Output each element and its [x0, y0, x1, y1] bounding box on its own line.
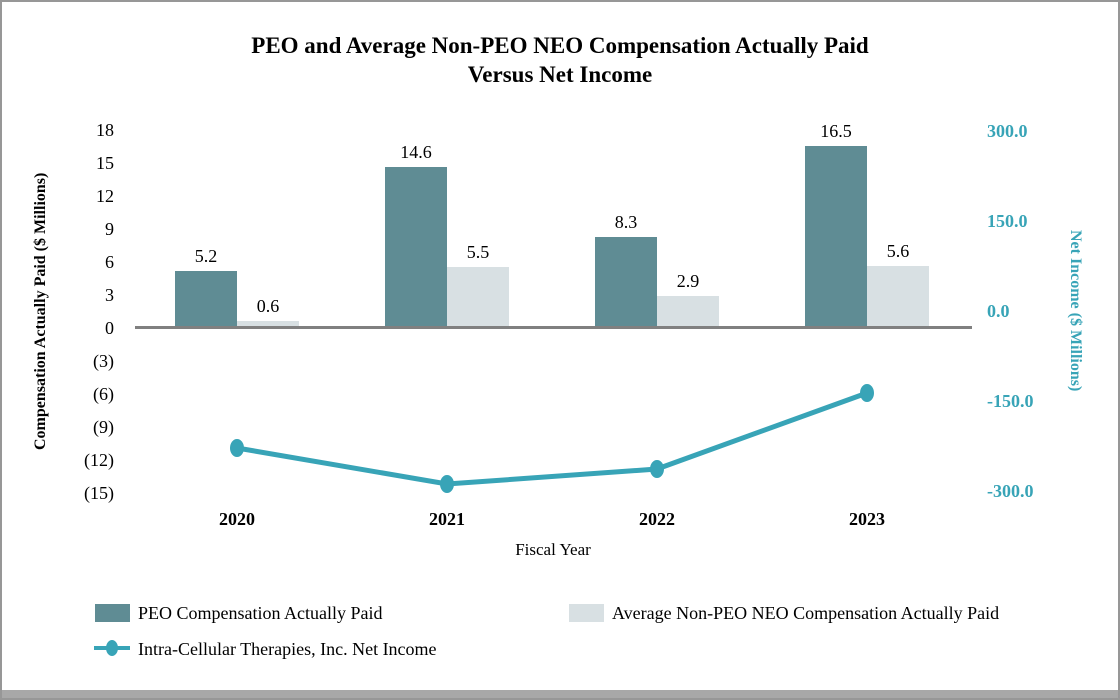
x-tick-2020: 2020 [219, 509, 255, 529]
legend-swatch-nonpeo [569, 604, 604, 622]
net-income-point-2020 [230, 439, 244, 457]
left-axis-tick: 18 [96, 120, 114, 140]
legend-line-marker-dot [106, 640, 118, 656]
left-axis-tick: 6 [105, 252, 114, 272]
left-axis-title: Compensation Actually Paid ($ Millions) [32, 172, 49, 451]
chart-title-line2: Versus Net Income [467, 62, 653, 87]
non-peo-bar-2020 [237, 321, 299, 328]
x-axis-line [135, 326, 972, 329]
right-axis-tick: 300.0 [987, 121, 1028, 141]
non-peo-bar-value-2023: 5.6 [886, 241, 910, 261]
legend-swatch-peo [95, 604, 130, 622]
legend-label-net-income: Intra-Cellular Therapies, Inc. Net Incom… [138, 639, 437, 659]
peo-bar-value-2023: 16.5 [820, 121, 852, 141]
legend-line-marker [94, 640, 130, 656]
net-income-point-2021 [440, 475, 454, 493]
x-axis-title: Fiscal Year [515, 540, 591, 559]
legend-label-nonpeo: Average Non-PEO NEO Compensation Actuall… [612, 603, 1000, 623]
chart-title-line1: PEO and Average Non-PEO NEO Compensation… [251, 33, 869, 58]
non-peo-bar-2021 [447, 267, 509, 328]
x-tick-2022: 2022 [639, 509, 675, 529]
peo-bar-value-2022: 8.3 [614, 212, 638, 232]
non-peo-bar-value-2022: 2.9 [676, 271, 700, 291]
left-axis-tick: (6) [93, 384, 114, 404]
peo-bar-value-2020: 5.2 [194, 246, 218, 266]
non-peo-bar-value-2021: 5.5 [466, 242, 490, 262]
peo-bar-2020 [175, 271, 237, 328]
peo-bar-2021 [385, 167, 447, 328]
peo-bar-2022 [595, 237, 657, 328]
peo-bar-value-2021: 14.6 [400, 142, 432, 162]
non-peo-bar-2022 [657, 296, 719, 328]
right-axis-tick: -150.0 [987, 391, 1034, 411]
x-tick-2021: 2021 [429, 509, 465, 529]
right-axis-tick: 0.0 [987, 301, 1010, 321]
right-axis-tick: 150.0 [987, 211, 1028, 231]
right-axis-title: Net Income ($ Millions) [1067, 230, 1084, 392]
net-income-point-2023 [860, 384, 874, 402]
x-tick-2023: 2023 [849, 509, 885, 529]
non-peo-bar-2023 [867, 266, 929, 328]
non-peo-bar-value-2020: 0.6 [256, 296, 280, 316]
net-income-line [236, 390, 868, 487]
left-axis-tick: 9 [105, 219, 114, 239]
left-axis-tick: 12 [96, 186, 114, 206]
left-axis-tick: (12) [84, 450, 114, 470]
left-axis-tick: 15 [96, 153, 114, 173]
left-axis-tick: 0 [105, 318, 114, 338]
left-axis-tick: (15) [84, 483, 114, 503]
bottom-border-strip [2, 690, 1118, 698]
peo-bar-2023 [805, 146, 867, 328]
left-axis-tick: (9) [93, 417, 114, 437]
left-axis-tick: (3) [93, 351, 114, 371]
legend-label-peo: PEO Compensation Actually Paid [138, 603, 383, 623]
net-income-point-2022 [650, 460, 664, 478]
right-axis-tick: -300.0 [987, 481, 1034, 501]
left-axis-tick: 3 [105, 285, 114, 305]
plot-area: 5.2 14.6 8.3 16.5 0.6 5.5 2.9 5.6 [135, 121, 972, 493]
